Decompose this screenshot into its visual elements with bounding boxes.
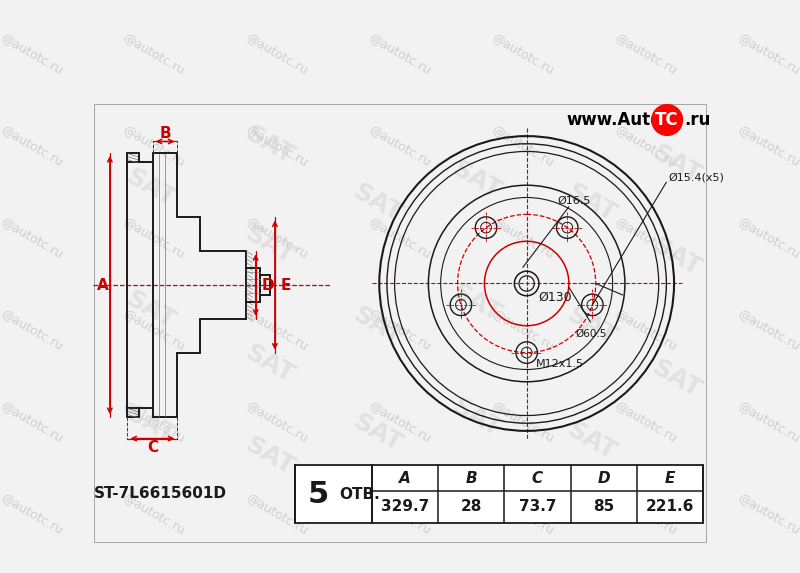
Text: C: C <box>532 470 543 485</box>
Text: @autotc.ru: @autotc.ru <box>490 30 556 76</box>
Text: SAT: SAT <box>648 356 705 403</box>
Text: ST-7L6615601D: ST-7L6615601D <box>94 485 227 501</box>
Text: @autotc.ru: @autotc.ru <box>121 214 188 261</box>
Text: SAT: SAT <box>241 222 298 269</box>
Text: @autotc.ru: @autotc.ru <box>490 491 556 537</box>
Text: SAT: SAT <box>241 122 298 169</box>
Text: @autotc.ru: @autotc.ru <box>0 399 65 445</box>
Text: @autotc.ru: @autotc.ru <box>366 399 434 445</box>
Text: @autotc.ru: @autotc.ru <box>612 307 679 352</box>
Text: SAT: SAT <box>241 433 298 480</box>
Text: D: D <box>262 277 274 293</box>
Text: @autotc.ru: @autotc.ru <box>244 122 310 168</box>
Text: SAT: SAT <box>122 164 179 211</box>
Text: @autotc.ru: @autotc.ru <box>612 491 679 537</box>
Text: @autotc.ru: @autotc.ru <box>612 399 679 445</box>
Text: @autotc.ru: @autotc.ru <box>121 30 188 76</box>
Text: M12x1.5: M12x1.5 <box>536 359 584 369</box>
Text: A: A <box>97 277 109 293</box>
Text: SAT: SAT <box>563 417 621 464</box>
Text: 221.6: 221.6 <box>646 500 694 515</box>
Text: @autotc.ru: @autotc.ru <box>735 214 800 261</box>
Text: Ø15.4(x5): Ø15.4(x5) <box>669 172 725 183</box>
Circle shape <box>652 105 682 135</box>
Text: TC: TC <box>655 111 679 129</box>
Text: ОТВ.: ОТВ. <box>339 486 380 502</box>
Text: @autotc.ru: @autotc.ru <box>735 491 800 537</box>
Text: @autotc.ru: @autotc.ru <box>121 491 188 537</box>
Text: @autotc.ru: @autotc.ru <box>121 399 188 445</box>
Text: @autotc.ru: @autotc.ru <box>735 307 800 352</box>
Text: B: B <box>159 126 171 142</box>
Text: @autotc.ru: @autotc.ru <box>366 307 434 352</box>
Text: Ø130: Ø130 <box>538 291 572 304</box>
Text: @autotc.ru: @autotc.ru <box>366 214 434 261</box>
Text: 28: 28 <box>460 500 482 515</box>
Text: @autotc.ru: @autotc.ru <box>0 122 65 168</box>
Text: C: C <box>147 439 158 454</box>
Text: SAT: SAT <box>563 179 621 226</box>
Text: SAT: SAT <box>241 340 298 387</box>
Text: A: A <box>399 470 410 485</box>
Text: 329.7: 329.7 <box>381 500 429 515</box>
Text: @autotc.ru: @autotc.ru <box>244 30 310 76</box>
Text: @autotc.ru: @autotc.ru <box>490 399 556 445</box>
Text: SAT: SAT <box>348 179 406 226</box>
Text: SAT: SAT <box>563 302 621 349</box>
Text: @autotc.ru: @autotc.ru <box>735 399 800 445</box>
Text: @autotc.ru: @autotc.ru <box>244 491 310 537</box>
Text: @autotc.ru: @autotc.ru <box>244 214 310 261</box>
Text: .ru: .ru <box>684 111 710 129</box>
Text: @autotc.ru: @autotc.ru <box>612 122 679 168</box>
Text: D: D <box>598 470 610 485</box>
Text: Ø16.5: Ø16.5 <box>558 195 590 206</box>
Bar <box>295 465 371 523</box>
Text: @autotc.ru: @autotc.ru <box>244 307 310 352</box>
Text: @autotc.ru: @autotc.ru <box>244 399 310 445</box>
Text: @autotc.ru: @autotc.ru <box>0 307 65 352</box>
Text: E: E <box>281 277 291 293</box>
Text: @autotc.ru: @autotc.ru <box>121 122 188 168</box>
Bar <box>371 465 703 523</box>
Text: SAT: SAT <box>448 394 506 441</box>
Text: @autotc.ru: @autotc.ru <box>366 491 434 537</box>
Text: SAT: SAT <box>448 279 506 326</box>
Text: @autotc.ru: @autotc.ru <box>0 491 65 537</box>
Text: 85: 85 <box>593 500 614 515</box>
Text: @autotc.ru: @autotc.ru <box>490 122 556 168</box>
Text: @autotc.ru: @autotc.ru <box>0 30 65 76</box>
Text: SAT: SAT <box>122 287 179 334</box>
Text: @autotc.ru: @autotc.ru <box>612 214 679 261</box>
Text: SAT: SAT <box>448 156 506 203</box>
Text: @autotc.ru: @autotc.ru <box>121 307 188 352</box>
Text: 5: 5 <box>307 480 329 509</box>
Text: @autotc.ru: @autotc.ru <box>366 30 434 76</box>
Text: SAT: SAT <box>648 233 705 280</box>
Text: @autotc.ru: @autotc.ru <box>366 122 434 168</box>
Text: @autotc.ru: @autotc.ru <box>490 307 556 352</box>
Text: 73.7: 73.7 <box>518 500 556 515</box>
Text: @autotc.ru: @autotc.ru <box>490 214 556 261</box>
Text: SAT: SAT <box>122 402 179 449</box>
Text: B: B <box>466 470 477 485</box>
Text: www.Auto: www.Auto <box>566 111 662 129</box>
Text: @autotc.ru: @autotc.ru <box>735 122 800 168</box>
Text: SAT: SAT <box>348 302 406 349</box>
Text: E: E <box>665 470 675 485</box>
Text: @autotc.ru: @autotc.ru <box>735 30 800 76</box>
Text: SAT: SAT <box>648 141 705 188</box>
Text: @autotc.ru: @autotc.ru <box>612 30 679 76</box>
Text: @autotc.ru: @autotc.ru <box>0 214 65 261</box>
Text: SAT: SAT <box>348 410 406 457</box>
Text: Ø60.5: Ø60.5 <box>575 328 606 339</box>
